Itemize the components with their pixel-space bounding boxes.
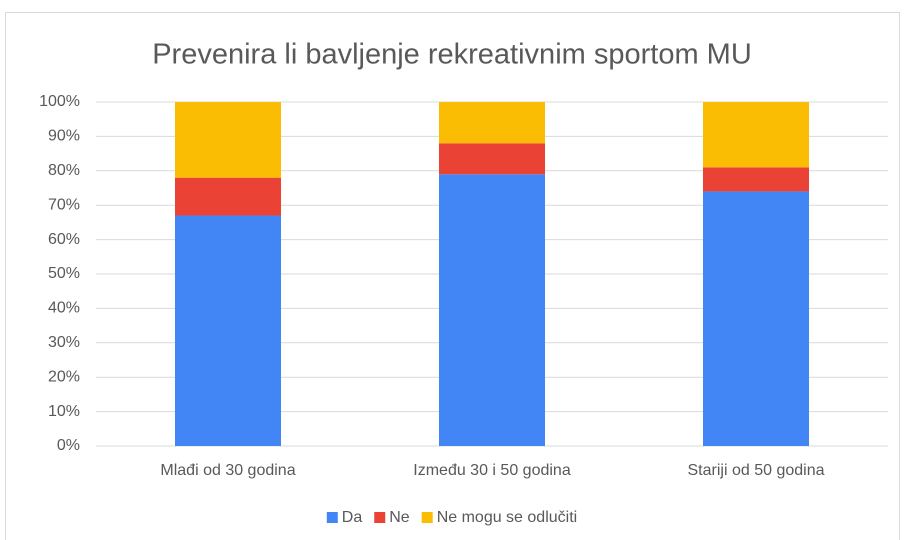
chart-title: Prevenira li bavljenje rekreativnim spor… [152, 39, 752, 71]
y-tick-label: 100% [39, 93, 80, 110]
y-tick-label: 60% [48, 231, 80, 248]
legend-swatch [326, 512, 338, 523]
y-tick-label: 80% [48, 162, 80, 179]
y-tick-label: 70% [48, 196, 80, 213]
x-tick-label: Mlađi od 30 godina [160, 462, 295, 479]
y-tick-label: 90% [48, 128, 80, 145]
legend-swatch [421, 512, 433, 523]
legend-swatch [374, 512, 386, 523]
bar-segment [439, 174, 545, 447]
x-tick-label: Između 30 i 50 godina [413, 462, 571, 479]
bar-segment [703, 167, 809, 192]
bar-segment [703, 191, 809, 446]
legend-label: Da [342, 509, 363, 526]
y-tick-label: 0% [57, 437, 80, 454]
y-tick-label: 20% [48, 368, 80, 385]
bar-segment [439, 143, 545, 175]
y-tick-label: 10% [48, 403, 80, 420]
x-tick-label: Stariji od 50 godina [688, 462, 825, 479]
bar-segment [703, 102, 809, 168]
bar-segment [175, 177, 281, 216]
bar-segment [175, 215, 281, 446]
legend-label: Ne [389, 509, 410, 526]
y-tick-label: 30% [48, 334, 80, 351]
bar-segment [439, 102, 545, 144]
bar-segment [175, 102, 281, 178]
y-tick-label: 40% [48, 300, 80, 317]
y-tick-label: 50% [48, 265, 80, 282]
legend-label: Ne mogu se odlučiti [437, 509, 578, 526]
